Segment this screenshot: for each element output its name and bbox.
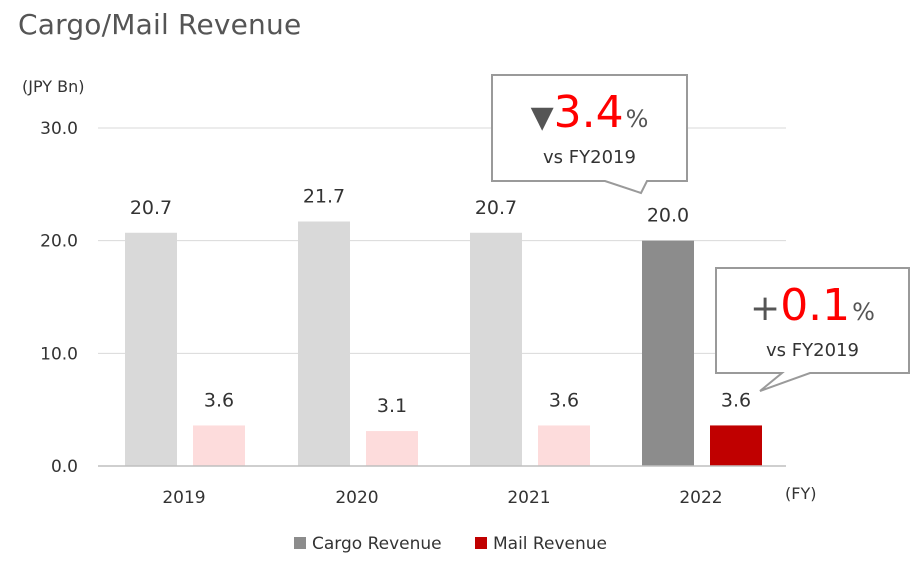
- x-tick-label: 2021: [507, 488, 550, 508]
- callout-value-text: +0.1%: [750, 280, 875, 331]
- data-label-cargo-2022: 20.0: [647, 205, 689, 227]
- data-labels: 20.7 3.6 21.7 3.1 20.7 3.6 20.0 3.6: [130, 186, 751, 418]
- data-label-cargo-2019: 20.7: [130, 197, 172, 219]
- callout-value: 3.4: [554, 87, 624, 138]
- callout-cargo-revenue: ▼3.4% vs FY2019: [491, 74, 688, 195]
- callout-value-text: ▼3.4%: [531, 87, 649, 138]
- y-tick-label: 0.0: [51, 457, 78, 477]
- legend-item-mail-revenue: Mail Revenue: [475, 534, 607, 554]
- bar-cargo-2020: [298, 221, 350, 466]
- callout-prefix: ▼: [531, 100, 554, 135]
- data-label-mail-2021: 3.6: [549, 389, 579, 411]
- y-tick-label: 20.0: [40, 232, 78, 252]
- legend-item-cargo-revenue: Cargo Revenue: [294, 534, 442, 554]
- x-axis-unit: (FY): [785, 484, 816, 503]
- axes: 0.0 10.0 20.0 30.0 (JPY Bn) (FY) 2019 2020 2021 2…: [22, 77, 816, 508]
- chart-title: Cargo/Mail Revenue: [18, 8, 302, 41]
- callout-box: [715, 267, 910, 392]
- data-label-mail-2022: 3.6: [721, 389, 751, 411]
- callout-prefix: +: [750, 288, 780, 329]
- y-axis-unit: (JPY Bn): [22, 77, 84, 96]
- callout-value: 0.1: [780, 280, 850, 331]
- y-tick-label: 30.0: [40, 119, 78, 139]
- legend-swatch: [475, 537, 487, 549]
- callout-note: vs FY2019: [543, 147, 636, 168]
- callout-note: vs FY2019: [766, 340, 859, 361]
- legend-label: Mail Revenue: [493, 534, 607, 554]
- callout-unit: %: [626, 105, 649, 133]
- bar-cargo-2021: [470, 232, 522, 466]
- bar-mail-2019: [193, 425, 245, 466]
- x-tick-label: 2020: [335, 488, 378, 508]
- callout-mail-revenue: +0.1% vs FY2019: [715, 267, 910, 392]
- bar-cargo-2019: [125, 232, 177, 466]
- data-label-cargo-2020: 21.7: [303, 186, 345, 208]
- x-tick-label: 2019: [162, 488, 205, 508]
- callouts: ▼3.4% vs FY2019 +0.1% vs FY2019: [491, 74, 910, 392]
- y-tick-label: 10.0: [40, 344, 78, 364]
- callout-unit: %: [852, 298, 875, 326]
- data-label-mail-2019: 3.6: [204, 389, 234, 411]
- data-label-mail-2020: 3.1: [377, 395, 407, 417]
- callout-box: [491, 74, 688, 195]
- bar-mail-2020: [366, 431, 418, 466]
- bar-mail-2022: [710, 425, 762, 466]
- legend: Cargo Revenue Mail Revenue: [294, 534, 607, 554]
- bar-cargo-2022: [642, 240, 694, 466]
- bar-mail-2021: [538, 425, 590, 466]
- data-label-cargo-2021: 20.7: [475, 197, 517, 219]
- legend-label: Cargo Revenue: [312, 534, 442, 554]
- bars: [125, 221, 762, 466]
- legend-swatch: [294, 537, 306, 549]
- x-tick-label: 2022: [679, 488, 722, 508]
